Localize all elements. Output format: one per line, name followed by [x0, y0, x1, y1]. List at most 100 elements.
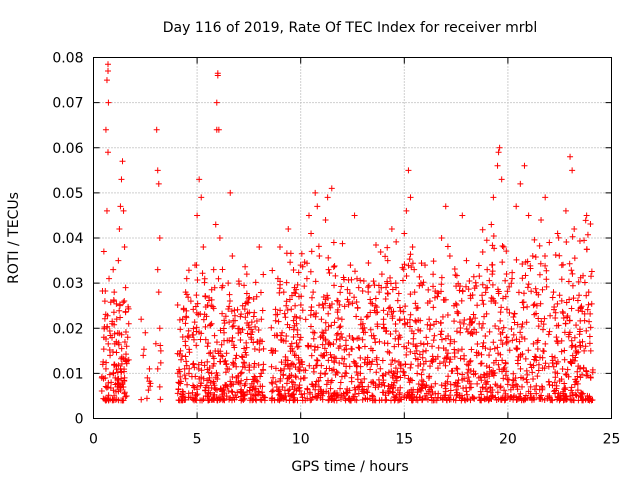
- density-marker: [539, 365, 546, 372]
- density-marker: [238, 353, 245, 360]
- density-marker: [185, 394, 192, 401]
- density-marker: [367, 326, 374, 333]
- density-marker: [573, 322, 580, 329]
- density-marker: [553, 334, 560, 341]
- density-marker: [542, 262, 549, 269]
- density-marker: [296, 384, 303, 391]
- density-marker: [279, 384, 286, 391]
- density-marker: [574, 387, 581, 394]
- density-marker: [372, 382, 379, 389]
- density-marker: [143, 395, 150, 402]
- density-marker: [202, 323, 209, 330]
- data-point: [330, 239, 337, 246]
- data-point: [320, 352, 327, 359]
- density-marker: [235, 330, 242, 337]
- density-marker: [236, 325, 243, 332]
- density-marker: [519, 320, 526, 327]
- density-marker: [504, 288, 511, 295]
- data-point: [359, 320, 366, 327]
- density-marker: [246, 309, 253, 316]
- density-marker: [272, 306, 279, 313]
- density-marker: [356, 383, 363, 390]
- density-marker: [363, 313, 370, 320]
- density-marker: [500, 324, 507, 331]
- density-marker: [373, 356, 380, 363]
- density-marker: [501, 387, 508, 394]
- density-marker: [551, 306, 558, 313]
- data-point: [299, 307, 306, 314]
- density-marker: [443, 355, 450, 362]
- density-marker: [287, 259, 294, 266]
- density-marker: [549, 360, 556, 367]
- density-marker: [104, 384, 111, 391]
- density-marker: [308, 352, 315, 359]
- data-point: [243, 271, 250, 278]
- density-marker: [425, 286, 432, 293]
- density-marker: [190, 331, 197, 338]
- density-marker: [309, 394, 316, 401]
- data-point: [372, 302, 379, 309]
- x-tick-label: 5: [193, 432, 202, 448]
- data-point: [442, 203, 449, 210]
- density-marker: [286, 324, 293, 331]
- density-marker: [469, 291, 476, 298]
- density-marker: [336, 324, 343, 331]
- density-marker: [388, 309, 395, 316]
- density-marker: [573, 392, 580, 399]
- density-marker: [354, 275, 361, 282]
- data-point: [376, 338, 383, 345]
- data-point: [558, 262, 565, 269]
- density-marker: [230, 362, 237, 368]
- data-point: [401, 230, 408, 237]
- density-marker: [290, 333, 297, 340]
- density-marker: [355, 344, 362, 351]
- density-marker: [385, 305, 392, 312]
- density-marker: [290, 379, 297, 386]
- density-marker: [325, 323, 332, 330]
- density-marker: [238, 397, 245, 404]
- density-marker: [310, 368, 317, 375]
- data-point: [154, 167, 161, 174]
- density-marker: [319, 332, 326, 339]
- density-marker: [490, 232, 497, 239]
- density-marker: [480, 339, 487, 346]
- density-marker: [427, 363, 434, 370]
- density-marker: [405, 340, 412, 347]
- density-marker: [438, 328, 445, 335]
- data-point: [270, 347, 277, 354]
- density-marker: [477, 360, 484, 367]
- density-marker: [236, 280, 243, 287]
- density-marker: [335, 315, 342, 322]
- density-marker: [430, 271, 437, 278]
- density-marker: [273, 332, 280, 339]
- density-marker: [434, 353, 441, 360]
- density-marker: [182, 375, 189, 382]
- density-marker: [365, 383, 372, 390]
- density-marker: [467, 397, 474, 404]
- density-marker: [367, 309, 374, 316]
- density-marker: [498, 337, 505, 344]
- density-marker: [182, 342, 189, 349]
- density-marker: [465, 362, 472, 369]
- density-marker: [558, 337, 565, 344]
- density-marker: [522, 272, 529, 279]
- density-marker: [243, 376, 250, 383]
- density-marker: [568, 337, 575, 344]
- density-marker: [181, 372, 188, 379]
- density-marker: [340, 360, 347, 367]
- density-marker: [342, 389, 349, 396]
- density-marker: [334, 309, 341, 316]
- density-marker: [336, 359, 343, 366]
- density-marker: [384, 340, 391, 347]
- density-marker: [401, 343, 408, 350]
- density-marker: [111, 298, 118, 305]
- data-point: [183, 275, 190, 282]
- density-marker: [520, 375, 527, 382]
- density-marker: [479, 384, 486, 391]
- density-marker: [552, 252, 559, 259]
- density-marker: [576, 328, 583, 335]
- density-marker: [348, 374, 355, 381]
- density-marker: [415, 362, 422, 369]
- data-point: [308, 230, 315, 237]
- data-point: [473, 352, 480, 359]
